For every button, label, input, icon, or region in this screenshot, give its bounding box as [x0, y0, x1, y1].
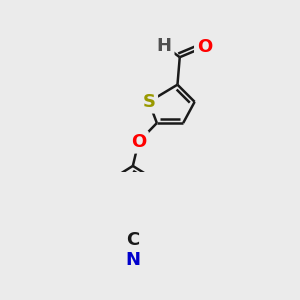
Text: C: C	[126, 231, 140, 249]
Text: S: S	[142, 93, 155, 111]
Text: O: O	[197, 38, 212, 56]
Text: O: O	[131, 133, 146, 151]
Text: N: N	[125, 251, 140, 269]
Text: H: H	[157, 37, 172, 55]
